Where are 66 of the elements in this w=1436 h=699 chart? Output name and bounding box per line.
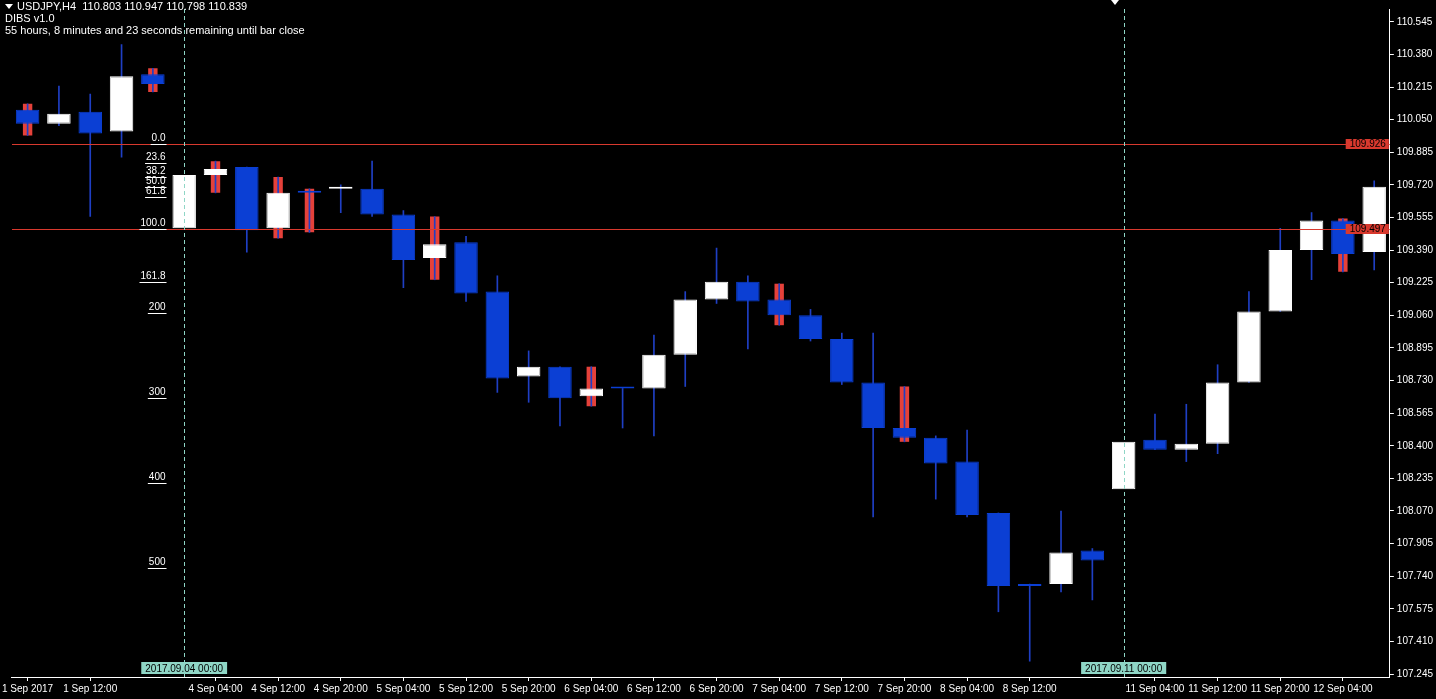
annotation: 100.0: [140, 216, 166, 228]
candlestick: [1111, 441, 1136, 490]
chart-subtitle: DIBS v1.0: [5, 12, 55, 24]
y-tick-label: 109.060: [1396, 309, 1434, 321]
y-tick-label: 109.555: [1396, 211, 1434, 223]
y-tick-label: 107.410: [1396, 635, 1434, 647]
x-tick-label: 1 Sep 12:00: [63, 682, 118, 694]
annotation: 0.0: [151, 132, 166, 144]
candlestick: [1174, 403, 1199, 462]
y-tick-label: 110.380: [1396, 48, 1433, 60]
x-tick-label: 6 Sep 04:00: [564, 682, 619, 694]
x-tick-label: 11 Sep 04:00: [1125, 682, 1185, 694]
y-tick-label: 108.565: [1396, 406, 1434, 418]
ref-line-label: 109.926: [1349, 138, 1387, 150]
y-tick-label: 110.215: [1396, 80, 1433, 92]
x-tick-label: 11 Sep 20:00: [1250, 682, 1311, 694]
y-tick-label: 109.720: [1396, 178, 1434, 190]
y-tick-label: 110.050: [1396, 113, 1433, 125]
y-tick-label: 107.905: [1396, 537, 1434, 549]
x-tick-label: 8 Sep 04:00: [940, 682, 995, 694]
x-tick-label: 6 Sep 12:00: [626, 682, 682, 694]
x-tick-label: 7 Sep 12:00: [814, 682, 870, 694]
x-tick-label: 4 Sep 04:00: [188, 682, 243, 694]
x-tick-label: 5 Sep 20:00: [501, 682, 557, 694]
y-tick-label: 108.730: [1396, 374, 1434, 386]
annotation: 300: [148, 386, 166, 398]
x-tick-label: 4 Sep 20:00: [313, 682, 369, 694]
candlestick: [861, 332, 885, 518]
x-tick-label: 1 Sep 2017: [2, 682, 54, 694]
x-tick-label: 2017.09.04 00:00: [145, 662, 224, 674]
annotation: 400: [148, 471, 166, 483]
y-tick-label: 108.400: [1396, 439, 1434, 451]
x-tick-label: 5 Sep 04:00: [376, 682, 431, 694]
candlestick: [579, 366, 604, 407]
y-tick-label: 108.895: [1396, 341, 1434, 353]
annotation: 23.6: [146, 151, 166, 163]
candlestick: [172, 175, 196, 229]
x-tick-label: 8 Sep 12:00: [1002, 682, 1058, 694]
x-tick-label: 2017.09.11 00:00: [1085, 662, 1163, 674]
annotation: 200: [148, 301, 166, 313]
y-tick-label: 109.225: [1396, 276, 1434, 288]
y-tick-label: 109.390: [1396, 243, 1434, 255]
y-tick-label: 107.575: [1396, 602, 1434, 614]
ref-line-label: 109.497: [1349, 223, 1387, 235]
annotation: 38.2: [146, 164, 166, 176]
annotation: 500: [148, 556, 166, 568]
x-tick-label: 4 Sep 12:00: [251, 682, 306, 694]
x-tick-label: 7 Sep 04:00: [752, 682, 807, 694]
y-tick-label: 107.245: [1396, 667, 1434, 679]
chart-title: USDJPY,H4 110.803 110.947 110.798 110.839: [17, 0, 248, 12]
candlestick: [78, 93, 102, 217]
y-tick-label: 107.740: [1396, 569, 1434, 581]
y-tick-label: 110.545: [1396, 15, 1433, 27]
annotation: 55 hours, 8 minutes and 23 seconds remaining until bar close: [5, 24, 305, 36]
x-tick-label: 5 Sep 12:00: [439, 682, 494, 694]
y-tick-label: 108.070: [1396, 504, 1434, 516]
candlestick: [736, 275, 760, 350]
y-tick-label: 108.235: [1396, 472, 1434, 484]
y-tick-label: 109.885: [1396, 146, 1434, 158]
candlestick: [1017, 583, 1042, 662]
x-tick-label: 12 Sep 04:00: [1313, 682, 1374, 694]
x-tick-label: 7 Sep 20:00: [877, 682, 932, 694]
x-tick-label: 6 Sep 20:00: [689, 682, 744, 694]
annotation: 161.8: [140, 269, 166, 281]
candlestick: [47, 85, 71, 126]
x-tick-label: 11 Sep 12:00: [1188, 682, 1248, 694]
